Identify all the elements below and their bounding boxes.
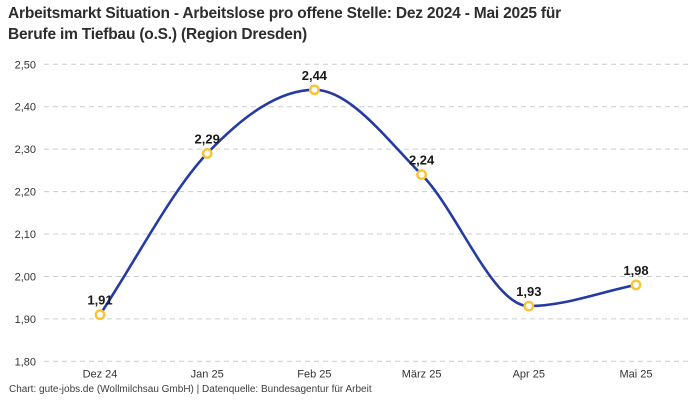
data-point-marker[interactable] xyxy=(308,84,320,96)
page-title: Arbeitsmarkt Situation - Arbeitslose pro… xyxy=(8,4,692,45)
data-point-label: 2,24 xyxy=(409,153,435,168)
y-axis-tick-label: 2,10 xyxy=(15,229,36,241)
x-axis-tick-label: März 25 xyxy=(402,369,442,381)
data-point-label: 1,98 xyxy=(623,263,648,278)
x-axis-tick-label: Dez 24 xyxy=(83,369,118,381)
x-axis-tick-label: Jan 25 xyxy=(191,369,224,381)
series-line xyxy=(98,88,638,316)
page-title-line-2: Berufe im Tiefbau (o.S.) (Region Dresden… xyxy=(8,25,307,43)
data-point-label: 1,91 xyxy=(87,293,112,308)
chart-credit: Chart: gute-jobs.de (Wollmilchsau GmbH) … xyxy=(9,384,372,395)
data-point-marker[interactable] xyxy=(94,309,106,321)
data-point-marker[interactable] xyxy=(416,169,427,181)
x-axis-tick-label: Feb 25 xyxy=(297,369,331,381)
y-axis-tick-label: 2,20 xyxy=(15,187,36,199)
y-axis-tick-label: 2,40 xyxy=(15,102,36,114)
x-axis-tick-label: Mai 25 xyxy=(619,369,652,381)
data-point-marker[interactable] xyxy=(523,300,535,312)
page-title-line-1: Arbeitsmarkt Situation - Arbeitslose pro… xyxy=(8,5,561,22)
data-point-marker[interactable] xyxy=(201,147,213,159)
data-point-label: 2,44 xyxy=(302,68,328,83)
y-axis-tick-label: 2,30 xyxy=(15,144,36,156)
data-point-marker[interactable] xyxy=(630,279,642,291)
data-point-label: 2,29 xyxy=(195,131,220,146)
y-axis-tick-label: 2,00 xyxy=(15,271,36,283)
y-axis-tick-label: 1,80 xyxy=(15,356,36,368)
data-point-label: 1,93 xyxy=(516,284,541,299)
y-axis-tick-label: 2,50 xyxy=(15,59,36,71)
y-axis-tick-label: 1,90 xyxy=(15,314,36,326)
x-axis-tick-label: Apr 25 xyxy=(513,369,545,381)
